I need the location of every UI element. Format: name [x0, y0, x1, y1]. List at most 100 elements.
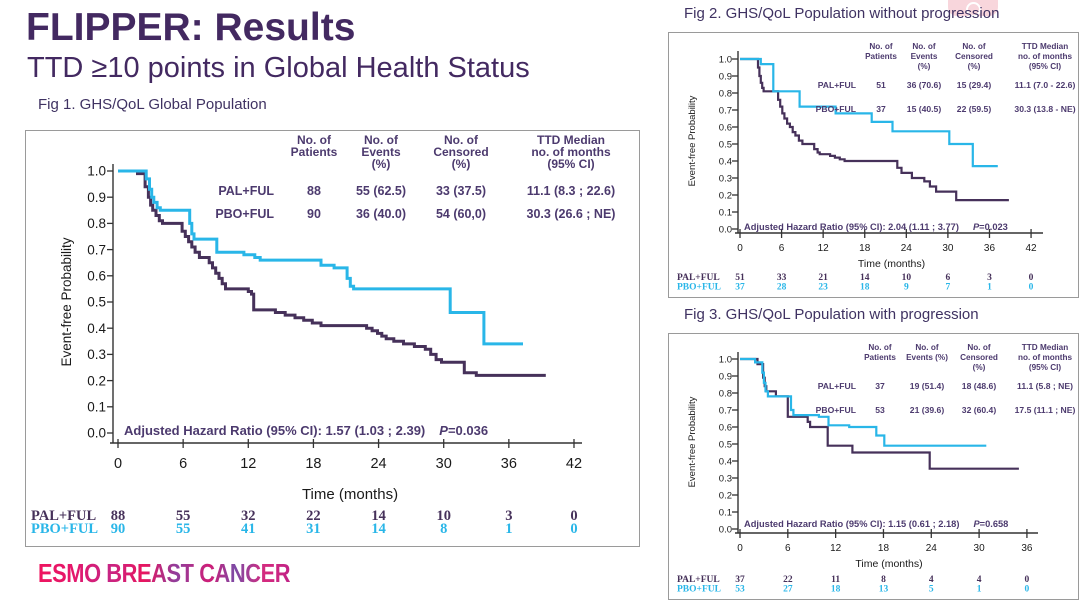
stats-value: 11.1 (5.8 ; NE) [1017, 381, 1073, 391]
stats-value: 19 (51.4) [910, 381, 945, 391]
y-tick-label: 0.6 [87, 269, 106, 284]
y-axis-title: Event-free Probability [687, 396, 698, 487]
at-risk-count: 0 [1025, 575, 1030, 585]
stats-value: 37 [876, 104, 886, 114]
y-tick-label: 0.8 [87, 216, 106, 231]
at-risk-count: 1 [987, 283, 992, 293]
y-tick-label: 0.9 [719, 371, 732, 382]
stats-header: No. of Events (%) [906, 343, 948, 362]
stats-row-name: PAL+FUL [818, 381, 856, 391]
y-tick-label: 0.8 [719, 88, 732, 99]
x-tick-label: 0 [737, 543, 743, 554]
fig1-curve-pal [118, 169, 546, 377]
stats-row-name: PBO+FUL [215, 207, 274, 221]
at-risk-count: 41 [241, 521, 256, 537]
stats-value: 53 [875, 405, 885, 415]
x-axis-title: Time (months) [858, 258, 925, 270]
hazard-ratio-annotation: Adjusted Hazard Ratio (95% CI): 2.04 (1.… [744, 222, 1008, 232]
y-tick-label: 0.1 [719, 207, 732, 218]
at-risk-count: 37 [735, 575, 745, 585]
x-tick-label: 42 [566, 456, 582, 472]
y-tick-label: 0.0 [719, 224, 732, 235]
y-tick-label: 0.9 [87, 190, 106, 205]
at-risk-count: 6 [946, 273, 951, 283]
x-axis-title: Time (months) [302, 486, 398, 503]
at-risk-count: 55 [176, 508, 191, 524]
y-tick-label: 0.7 [719, 105, 732, 116]
fig1-label: Fig 1. GHS/QoL Global Population [38, 96, 267, 113]
y-tick-label: 0.1 [719, 507, 732, 518]
x-tick-label: 36 [501, 456, 517, 472]
at-risk-count: 4 [929, 575, 934, 585]
at-risk-count: 11 [831, 575, 840, 585]
at-risk-count: 1 [505, 521, 512, 537]
stats-value: 90 [307, 207, 321, 221]
x-tick-label: 42 [1025, 243, 1037, 254]
stats-row-name: PBO+FUL [816, 104, 856, 114]
x-tick-label: 24 [901, 243, 913, 254]
at-risk-count: 0 [1029, 283, 1034, 293]
stats-value: 15 (40.5) [907, 104, 942, 114]
y-tick-label: 0.3 [719, 173, 732, 184]
y-tick-label: 1.0 [719, 354, 732, 365]
stats-header: No. of Patients [291, 133, 338, 159]
stats-value: 11.1 (8.3 ; 22.6) [527, 184, 615, 198]
at-risk-count: 90 [111, 521, 126, 537]
fig2-panel: 1.0 0.9 0.8 0.7 0.6 0.5 0.4 0.3 0.2 0.1 0.0 0 6 12 18 2… [668, 32, 1079, 298]
x-tick-label: 18 [305, 456, 321, 472]
at-risk-count: 51 [735, 273, 745, 283]
stats-value: 36 (70.6) [907, 80, 942, 90]
y-tick-label: 0.2 [719, 190, 732, 201]
x-tick-label: 36 [984, 243, 996, 254]
stats-value: 37 [875, 381, 885, 391]
circle-icon [966, 2, 981, 17]
x-tick-label: 12 [240, 456, 256, 472]
stats-header: No. of Patients [865, 42, 897, 61]
stats-header: TTD Median no. of months (95% CI) [531, 133, 611, 171]
at-risk-count: 28 [777, 283, 787, 293]
y-tick-label: 0.8 [719, 388, 732, 399]
at-risk-count: 9 [904, 283, 909, 293]
stats-row-name: PAL+FUL [218, 184, 274, 198]
at-risk-label: PBO+FUL [31, 521, 98, 537]
y-axis-title: Event-free Probability [687, 95, 698, 186]
x-tick-label: 12 [818, 243, 830, 254]
recording-widget[interactable] [948, 0, 998, 17]
stats-value: 54 (60,0) [436, 207, 486, 221]
stats-value: 32 (60.4) [962, 405, 997, 415]
x-tick-label: 30 [436, 456, 452, 472]
fig3-km-chart: 1.00.90.80.70.60.50.40.30.20.10.00 6 12 18 2… [677, 343, 1075, 595]
at-risk-count: 1 [977, 585, 982, 595]
stats-value: 21 (39.6) [910, 405, 945, 415]
fig2-curve-pbo [740, 57, 998, 168]
fig3-panel: 1.0 0.9 0.8 0.7 0.6 0.5 0.4 0.3 0.2 0.1 0.0 0 6 12 18 2… [668, 333, 1079, 600]
y-tick-label: 0.3 [719, 473, 732, 484]
stats-row-name: PAL+FUL [818, 80, 856, 90]
stats-value: 33 (37.5) [436, 184, 486, 198]
stats-header: TTD Median no. of months (95% CI) [1018, 42, 1073, 71]
at-risk-count: 5 [929, 585, 934, 595]
x-tick-label: 18 [878, 543, 890, 554]
at-risk-count: 7 [946, 283, 951, 293]
stats-value: 30.3 (26.6 ; NE) [527, 207, 616, 221]
stats-value: 55 (62.5) [356, 184, 406, 198]
x-tick-label: 30 [942, 243, 954, 254]
y-tick-label: 0.5 [87, 295, 106, 310]
y-tick-label: 0.4 [719, 456, 732, 467]
hazard-ratio-annotation: Adjusted Hazard Ratio (95% CI): 1.57 (1.… [124, 423, 488, 438]
at-risk-count: 23 [818, 283, 828, 293]
at-risk-count: 0 [570, 508, 577, 524]
stats-value: 51 [876, 80, 886, 90]
stats-row-name: PBO+FUL [816, 405, 856, 415]
y-tick-label: 0.0 [719, 524, 732, 535]
stats-value: 18 (48.6) [962, 381, 997, 391]
x-tick-label: 24 [926, 543, 938, 554]
y-tick-label: 0.7 [719, 405, 732, 416]
at-risk-count: 22 [306, 508, 321, 524]
y-axis-title: Event-free Probability [59, 237, 74, 366]
stats-value: 30.3 (13.8 - NE) [1014, 104, 1075, 114]
x-axis-title: Time (months) [855, 558, 922, 570]
fig1-curve-pbo [118, 169, 523, 346]
stats-header: No. of Events (%) [361, 133, 401, 171]
at-risk-count: 3 [987, 273, 992, 283]
